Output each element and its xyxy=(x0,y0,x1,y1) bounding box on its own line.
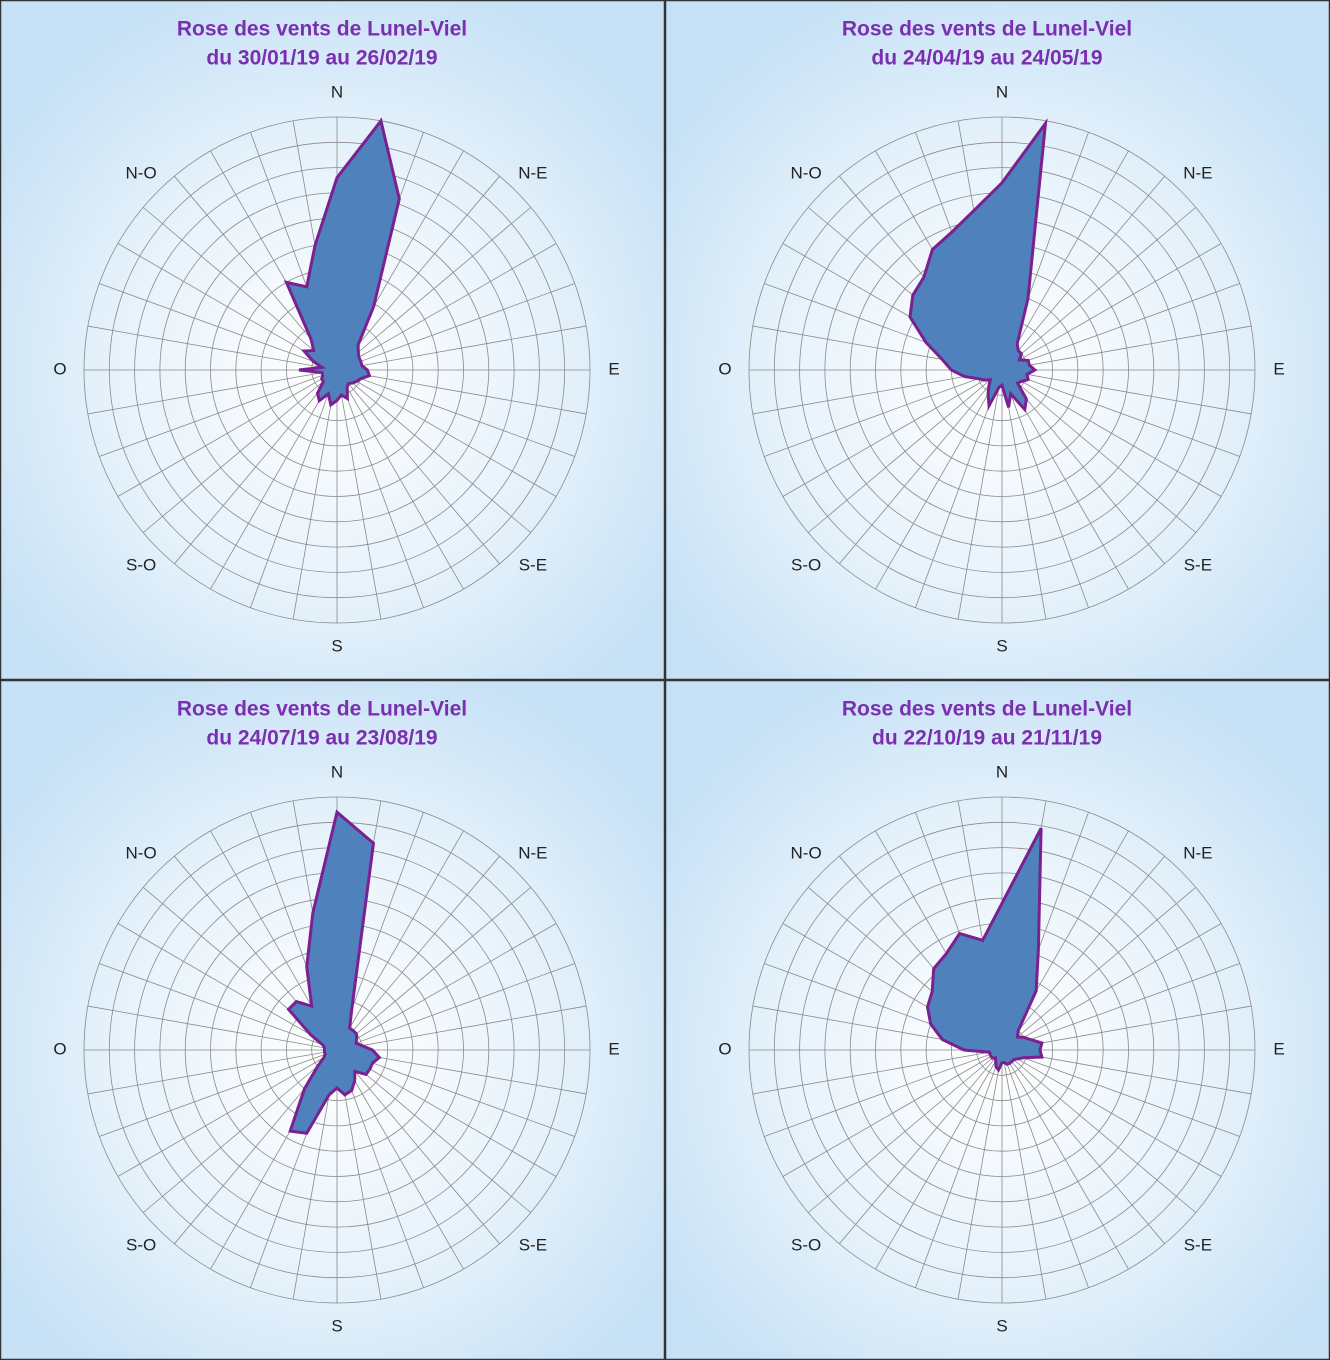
direction-label: N-E xyxy=(1183,164,1212,183)
direction-label: E xyxy=(608,359,619,378)
direction-label: N-E xyxy=(1183,844,1212,863)
direction-label: S xyxy=(331,636,342,655)
direction-label: E xyxy=(1273,359,1284,378)
direction-label: S-O xyxy=(126,555,156,574)
chart-panel: Rose des vents de Lunel-Viel du 30/01/19 … xyxy=(0,0,665,680)
chart-subtitle: du 30/01/19 au 26/02/19 xyxy=(206,47,437,70)
grid-ring xyxy=(108,141,566,599)
grid-ring xyxy=(849,897,1155,1203)
direction-label: O xyxy=(53,1039,66,1058)
chart-title: Rose des vents de Lunel-Viel xyxy=(842,698,1132,721)
wind-rose-area xyxy=(283,117,401,408)
chart-title: Rose des vents de Lunel-Viel xyxy=(177,18,467,41)
grid-ring xyxy=(799,847,1205,1253)
direction-label: N-O xyxy=(791,164,822,183)
direction-label: S-E xyxy=(519,1235,547,1254)
direction-label: S-E xyxy=(1184,555,1212,574)
direction-label: S-O xyxy=(791,555,821,574)
wind-rose-area xyxy=(908,118,1048,413)
direction-label: E xyxy=(608,1039,619,1058)
direction-label: S-O xyxy=(791,1235,821,1254)
chart-subtitle: du 24/07/19 au 23/08/19 xyxy=(206,727,437,750)
direction-label: E xyxy=(1273,1039,1284,1058)
direction-label: N xyxy=(996,82,1008,101)
grid-ring xyxy=(83,116,591,624)
direction-label: S-E xyxy=(1184,1235,1212,1254)
chart-title: Rose des vents de Lunel-Viel xyxy=(842,18,1132,41)
direction-label: N-O xyxy=(126,844,157,863)
direction-label: O xyxy=(53,359,66,378)
direction-label: O xyxy=(718,359,731,378)
wind-rose-area xyxy=(286,809,382,1135)
chart-subtitle: du 24/04/19 au 24/05/19 xyxy=(871,47,1102,70)
grid-ring xyxy=(134,167,540,573)
direction-label: S xyxy=(331,1316,342,1335)
direction-label: N-E xyxy=(518,844,547,863)
grid-ring xyxy=(83,796,591,1304)
direction-label: O xyxy=(718,1039,731,1058)
grid-ring xyxy=(773,821,1231,1279)
grid-ring xyxy=(824,872,1180,1228)
direction-label: N xyxy=(996,762,1008,781)
direction-label: N xyxy=(331,762,343,781)
wind-rose-area xyxy=(925,827,1044,1073)
direction-label: N-O xyxy=(126,164,157,183)
chart-subtitle: du 22/10/19 au 21/11/19 xyxy=(872,727,1102,750)
chart-panel: Rose des vents de Lunel-Viel du 24/04/19 … xyxy=(665,0,1330,680)
chart-title: Rose des vents de Lunel-Viel xyxy=(177,698,467,721)
grid-ring xyxy=(748,796,1256,1304)
chart-panel: Rose des vents de Lunel-Viel du 22/10/19 … xyxy=(665,680,1330,1360)
direction-label: N-E xyxy=(518,164,547,183)
direction-label: N-O xyxy=(791,844,822,863)
direction-label: N xyxy=(331,82,343,101)
chart-panel: Rose des vents de Lunel-Viel du 24/07/19 … xyxy=(0,680,665,1360)
grid-ring xyxy=(748,116,1256,624)
direction-label: S xyxy=(996,636,1007,655)
direction-label: S xyxy=(996,1316,1007,1335)
grid-ring xyxy=(773,141,1231,599)
grid-ring xyxy=(799,167,1205,573)
direction-label: S-E xyxy=(519,555,547,574)
direction-label: S-O xyxy=(126,1235,156,1254)
